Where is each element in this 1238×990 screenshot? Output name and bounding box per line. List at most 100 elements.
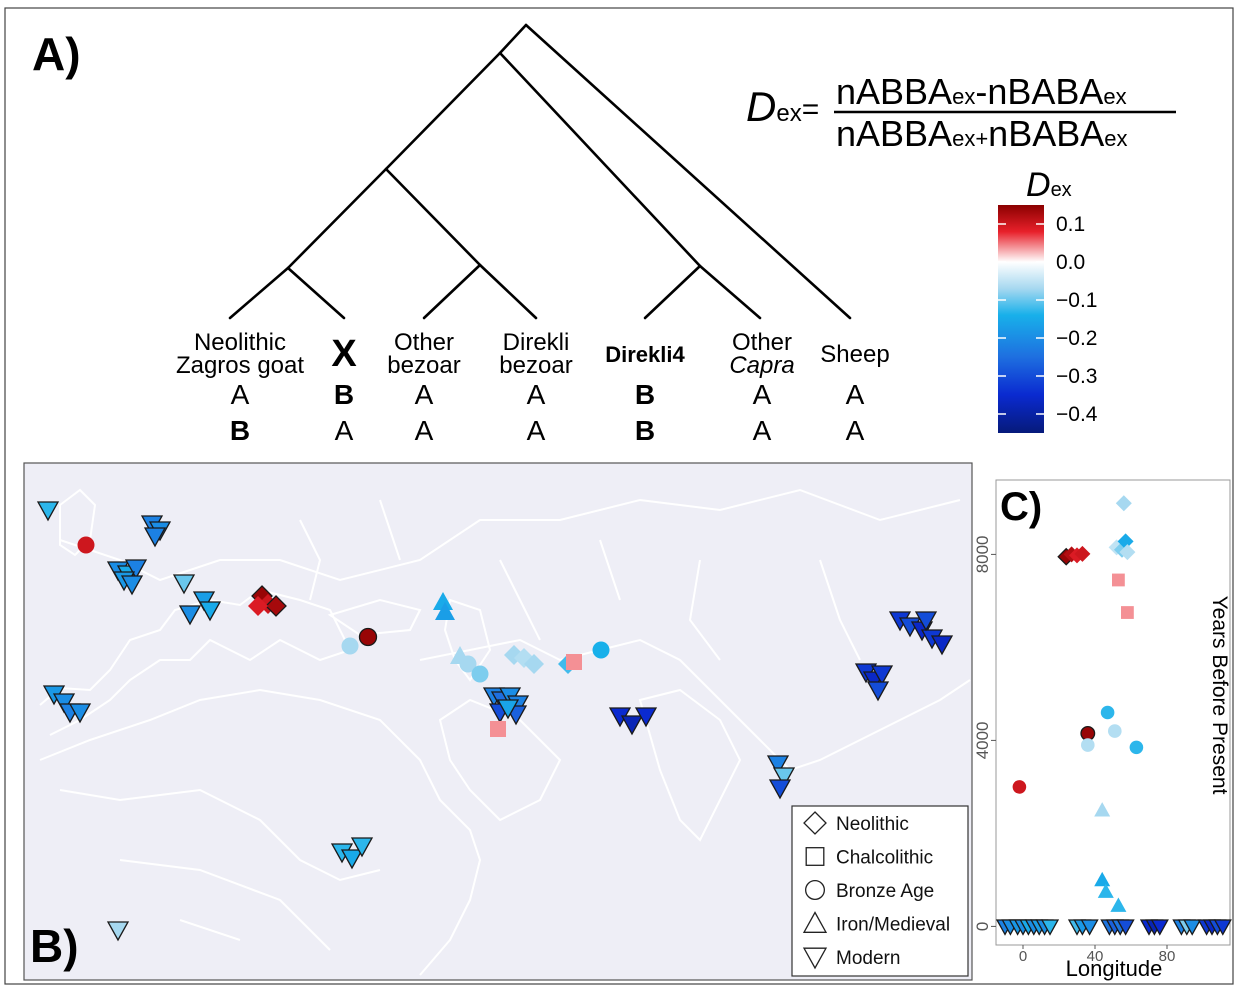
tree-branch — [498, 23, 528, 55]
legend-circle-icon — [805, 880, 826, 901]
scatter-point-diamond — [1119, 544, 1136, 561]
scatter-point-circle — [1080, 725, 1096, 741]
legend-label: Bronze Age — [836, 881, 934, 902]
taxon-name: Neolithic — [194, 329, 286, 356]
panel-a-label: A) — [32, 28, 81, 80]
map-marker-diamond — [524, 654, 544, 674]
colorbar-gradient — [998, 205, 1044, 433]
allele-pattern-row1: B — [635, 379, 655, 410]
formula-part: nABBA — [836, 113, 952, 154]
formula-lhs: Dex= — [746, 83, 819, 130]
tree-branch — [698, 264, 762, 320]
allele-pattern-row1: A — [846, 379, 865, 410]
map-marker-triangle-down — [914, 611, 938, 632]
panel-b-label: B) — [30, 920, 79, 972]
scatter-y-axis-label: Years Before Present — [1208, 596, 1231, 795]
allele-pattern-row1: A — [527, 379, 546, 410]
taxon-name: Direkli4 — [605, 342, 685, 367]
allele-pattern-row1: A — [415, 379, 434, 410]
map-marker-triangle-down — [52, 693, 76, 714]
scatter-point-circle — [1012, 780, 1027, 794]
map-marker-triangle-down — [866, 681, 890, 702]
map-marker-triangle-down — [36, 501, 60, 522]
tree-branch — [384, 167, 482, 267]
tree-branch — [524, 23, 852, 320]
map-marker-triangle-down — [930, 635, 954, 656]
legend-label: Modern — [836, 948, 900, 969]
formula-part: ex — [1103, 84, 1126, 109]
map-marker-diamond — [265, 595, 287, 617]
scatter-point-square — [1121, 606, 1134, 619]
legend-triangle-up-icon — [802, 911, 828, 933]
map-marker-circle — [459, 655, 477, 673]
formula-part: ex — [952, 84, 975, 109]
legend-label: Chalcolithic — [836, 848, 933, 869]
colorbar-ticks: 0.1 0.0 −0.1 −0.2 −0.3 −0.4 — [998, 213, 1098, 426]
legend-label: Neolithic — [836, 814, 909, 835]
scatter-point-diamond — [1117, 533, 1134, 550]
taxon: Direkli4 BB — [605, 342, 685, 446]
scatter-point-triangle-down — [1116, 919, 1135, 936]
scatter-points — [995, 495, 1232, 936]
figure-border — [4, 7, 1234, 985]
phylogenetic-tree — [228, 23, 852, 320]
map-marker-triangle-up — [435, 602, 455, 620]
coastline-africa — [39, 688, 482, 976]
allele-pattern-row1: A — [231, 379, 250, 410]
age-legend: Neolithic Chalcolithic Bronze Age Iron/Medi… — [791, 805, 969, 977]
colorbar-title: Dex — [1026, 166, 1072, 204]
scatter-point-square — [1112, 573, 1125, 587]
map-marker-triangle-down — [766, 755, 790, 776]
map-marker-triangle-down — [772, 767, 796, 788]
map-marker-triangle-down — [172, 574, 196, 595]
allele-pattern-row2: A — [753, 415, 772, 446]
colorbar-tick-label: 0.1 — [1056, 213, 1085, 236]
map-marker-triangle-down — [68, 703, 92, 724]
map-marker-circle — [592, 641, 610, 659]
y-tick-label: 0 — [973, 922, 992, 931]
panel-b-map: Neolithic Chalcolithic Bronze Age Iron/Medi… — [23, 462, 973, 981]
allele-pattern-row2: A — [846, 415, 865, 446]
map-marker-triangle-down — [192, 591, 216, 612]
scatter-point-triangle-down — [1080, 919, 1099, 936]
map-marker-triangle-down — [340, 849, 364, 870]
map-marker-circle — [358, 627, 378, 647]
map-marker-diamond — [248, 596, 268, 616]
colorbar-tick-label: −0.3 — [1056, 365, 1097, 388]
scatter-point-triangle-up — [1110, 897, 1127, 912]
map-marker-triangle-down — [496, 699, 520, 720]
scatter-point-circle — [1129, 740, 1144, 755]
caspian — [443, 598, 492, 682]
map-marker-square — [566, 654, 582, 670]
map-marker-triangle-down — [124, 559, 148, 580]
map-marker-circle — [341, 637, 359, 655]
legend-square-icon — [805, 847, 825, 866]
dex-formula: Dex= nABBAex-nBABAex nABBAex+nBABAex — [746, 71, 1176, 154]
scatter-x-axis-label: Longitude — [1066, 956, 1163, 981]
tree-branch — [384, 51, 502, 171]
formula-part: ex — [1104, 126, 1127, 151]
border-lines-2 — [299, 499, 861, 661]
allele-pattern-row2: B — [230, 415, 250, 446]
scatter-point-circle — [1081, 738, 1095, 752]
allele-pattern-row2: A — [415, 415, 434, 446]
scatter-point-circle — [1108, 724, 1122, 738]
border-lines-3 — [59, 788, 381, 951]
allele-pattern-row1: B — [334, 379, 354, 410]
allele-pattern-row1: A — [753, 379, 772, 410]
taxon-name: Other — [732, 329, 792, 356]
scatter-axes: 0 4000 8000 0 40 80 — [973, 535, 1175, 965]
allele-pattern-row2: A — [335, 415, 354, 446]
colorbar-tick-label: −0.4 — [1056, 403, 1098, 426]
tree-branch — [286, 167, 388, 270]
map-marker-triangle-down — [120, 575, 144, 596]
map-marker-circle — [77, 536, 95, 554]
x-tick-label: 0 — [1019, 948, 1027, 965]
tree-branch — [643, 264, 702, 320]
arabia — [438, 698, 562, 822]
